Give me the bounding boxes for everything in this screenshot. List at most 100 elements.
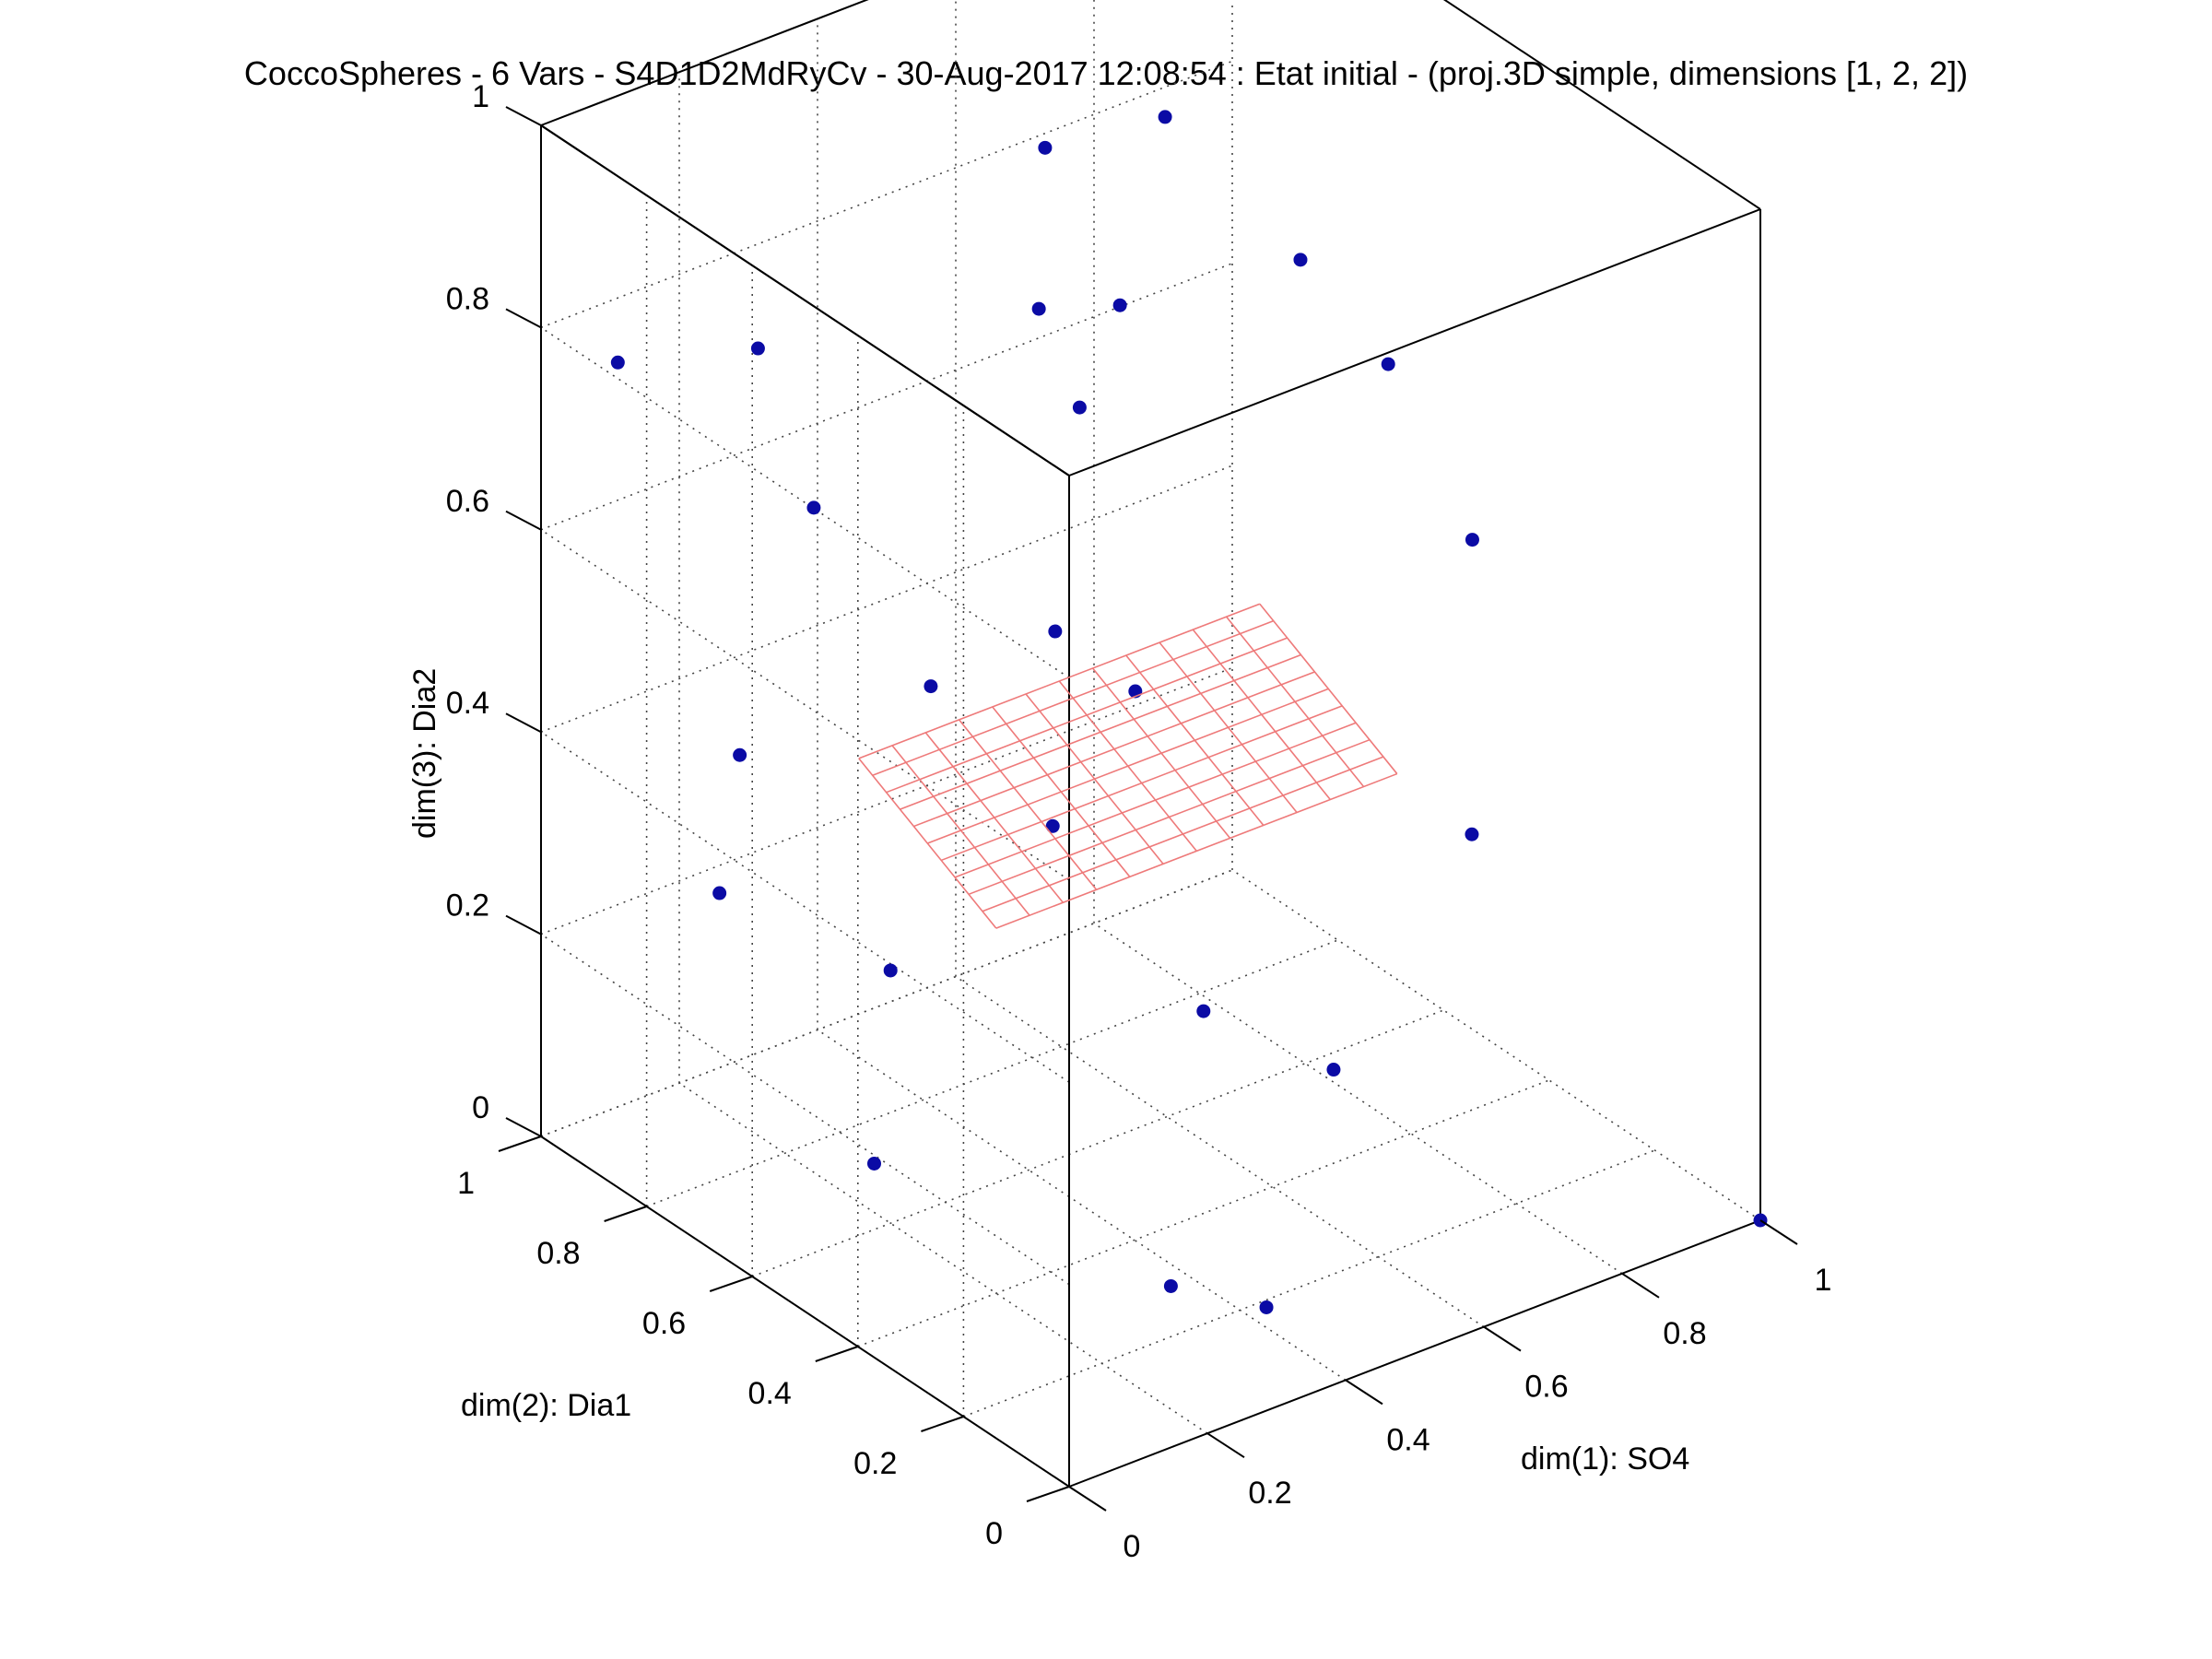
y-tick-mark	[921, 1416, 964, 1432]
data-point	[883, 963, 898, 978]
data-point	[806, 500, 821, 515]
z-tick-mark	[505, 510, 542, 531]
y-tick-label: 0.4	[748, 1376, 792, 1411]
data-point	[1326, 1063, 1341, 1077]
z-axis-label: dim(3): Dia2	[407, 668, 442, 839]
grid-line-sidewall-z	[540, 326, 1070, 679]
x-tick-label: 0	[1124, 1529, 1141, 1564]
y-axis-label: dim(2): Dia1	[461, 1388, 631, 1423]
data-point	[1045, 818, 1060, 833]
z-tick-mark	[505, 712, 542, 734]
y-tick-mark	[498, 1135, 542, 1152]
y-tick-mark	[1026, 1486, 1070, 1502]
data-point	[1465, 533, 1479, 547]
front-points-layer	[610, 110, 1479, 639]
mesh-line-y	[982, 756, 1384, 912]
data-point	[1259, 1300, 1274, 1314]
z-tick-label: 1	[472, 79, 489, 114]
mesh-line-y	[940, 705, 1343, 862]
axis-box	[540, 0, 1761, 1488]
mesh-line-y	[900, 653, 1301, 810]
grid-line-floor-y	[963, 1149, 1655, 1418]
box-edge-top	[540, 124, 1070, 477]
grid-line-backwall-z	[540, 263, 1233, 531]
data-point	[733, 747, 747, 762]
data-point	[1112, 298, 1127, 312]
grid-line-floor-x	[817, 1029, 1347, 1382]
data-point	[867, 1156, 881, 1171]
x-tick-mark	[1483, 1325, 1522, 1352]
data-point	[1031, 301, 1046, 316]
x-tick-mark	[1621, 1272, 1660, 1299]
x-tick-mark	[1206, 1432, 1245, 1459]
grid-layer	[540, 0, 1761, 1488]
y-tick-mark	[709, 1276, 753, 1292]
z-tick-label: 0.6	[446, 484, 489, 519]
tick-layer: 0 0 0 0.2 0.2 0.2 0.4 0.4 0.4 0.6 0.6 0.6 0.8 0.8 0.8 1…	[446, 79, 1832, 1564]
data-point	[924, 679, 938, 694]
chart-title: CoccoSpheres - 6 Vars - S4D1D2MdRyCv - 3…	[244, 54, 1968, 92]
mesh-line-y	[886, 637, 1288, 794]
y-tick-label: 0.2	[853, 1446, 897, 1481]
grid-line-backwall-z	[540, 666, 1233, 935]
x-tick-label: 0.8	[1663, 1316, 1706, 1351]
data-point	[1381, 357, 1395, 371]
z-tick-label: 0	[472, 1090, 489, 1125]
y-tick-mark	[604, 1206, 647, 1222]
z-tick-label: 0.4	[446, 686, 489, 721]
data-point	[610, 355, 625, 370]
grid-line-floor-y	[646, 939, 1338, 1207]
x-tick-mark	[1759, 1219, 1798, 1245]
mesh-line-y	[995, 772, 1398, 929]
box-edge	[1068, 1219, 1761, 1488]
y-tick-label: 0.8	[536, 1236, 580, 1271]
z-tick-mark	[505, 1117, 542, 1137]
fitted-surface-mesh	[858, 603, 1398, 929]
data-point	[1038, 140, 1053, 155]
x-tick-label: 0.6	[1524, 1370, 1568, 1405]
mesh-line-y	[927, 688, 1329, 844]
data-point	[750, 341, 765, 356]
z-tick-label: 0.8	[446, 281, 489, 316]
grid-line-backwall-z	[540, 465, 1233, 733]
grid-line-floor-x	[1093, 923, 1623, 1275]
grid-line-sidewall-z	[540, 933, 1070, 1286]
x-tick-mark	[1068, 1486, 1107, 1512]
data-point	[1293, 253, 1308, 267]
back-points-layer	[712, 679, 1768, 1314]
mesh-line-y	[872, 619, 1275, 777]
grid-line-floor-y	[540, 869, 1233, 1137]
z-tick-mark	[505, 914, 542, 935]
grid-line-floor-y	[857, 1079, 1550, 1347]
y-tick-label: 0.6	[642, 1306, 686, 1341]
x-axis-label: dim(1): SO4	[1521, 1441, 1689, 1477]
x-tick-label: 1	[1815, 1263, 1832, 1298]
box-edge	[1442, 0, 1761, 210]
z-tick-mark	[505, 106, 542, 126]
box-edge-top	[1068, 208, 1761, 477]
mesh-line-y	[913, 671, 1315, 828]
box-edge	[540, 0, 869, 126]
z-tick-mark	[505, 308, 542, 329]
front-axis-edges	[540, 124, 1761, 477]
data-point	[712, 886, 727, 900]
x-tick-label: 0.2	[1248, 1476, 1291, 1511]
grid-line-sidewall-z	[540, 731, 1070, 1083]
mesh-line-y	[954, 722, 1357, 878]
box-edge	[540, 1135, 1070, 1488]
data-point	[1048, 624, 1063, 639]
y-tick-mark	[815, 1346, 859, 1362]
data-point	[1465, 827, 1479, 841]
x-tick-label: 0.4	[1386, 1422, 1430, 1457]
z-tick-label: 0.2	[446, 888, 489, 924]
grid-line-floor-x	[1231, 869, 1761, 1221]
data-point	[1158, 110, 1172, 124]
data-point	[1196, 1004, 1211, 1018]
mesh-line-y	[858, 603, 1261, 759]
grid-line-floor-y	[751, 1009, 1444, 1277]
grid-line-backwall-z	[540, 60, 1233, 329]
y-tick-label: 1	[457, 1166, 475, 1201]
x-tick-mark	[1345, 1379, 1383, 1406]
data-point	[1072, 400, 1087, 415]
